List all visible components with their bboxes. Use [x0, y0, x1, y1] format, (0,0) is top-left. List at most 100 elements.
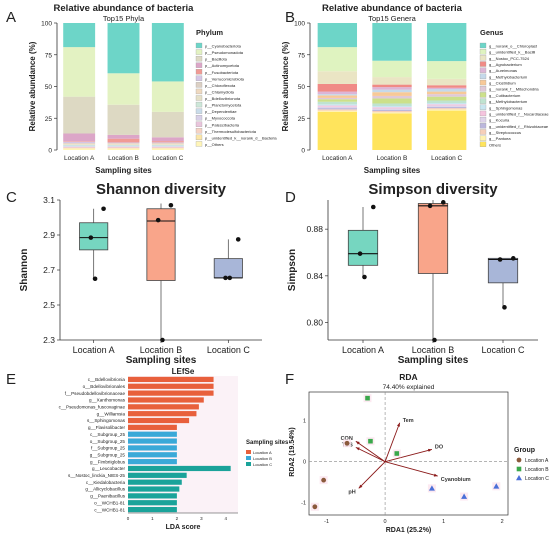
plot-frame	[308, 391, 509, 516]
y-tick-label: 50	[298, 84, 306, 91]
bar-segment	[317, 23, 358, 48]
bar-segment	[372, 84, 412, 88]
legend-marker	[516, 475, 522, 481]
lda-bar	[128, 465, 231, 472]
legend-label: Location A	[253, 450, 272, 455]
legend-label: Location B	[253, 456, 272, 461]
legend-label: p__Bdellovibrionota	[205, 96, 241, 101]
y-tick-label: 2.7	[43, 265, 55, 275]
legend-label: g__Kocuria	[489, 118, 510, 123]
bar-segment	[63, 148, 96, 149]
bar-segment	[107, 142, 140, 144]
lda-bar	[128, 390, 214, 396]
bar-segment	[107, 146, 140, 148]
x-tick-label: -1	[324, 519, 329, 525]
lda-bar	[128, 506, 177, 513]
x-tick-label: 1	[442, 519, 445, 525]
x-tick-label: Location A	[73, 345, 115, 355]
bar-label: c__WCHB1-81	[94, 507, 125, 512]
y-axis-label: Relative abundance (%)	[28, 41, 37, 131]
x-tick-label: Location B	[412, 345, 455, 355]
vector-head	[355, 447, 360, 451]
legend-label: Location B	[525, 467, 549, 473]
legend-label: g__Agrobacterium	[489, 62, 522, 67]
bar-segment	[107, 138, 140, 143]
legend-swatch	[195, 115, 203, 121]
legend-swatch	[195, 108, 203, 114]
bar-label: g__Paenibacillus	[90, 494, 125, 499]
bar-segment	[426, 110, 467, 150]
y-tick-label: 100	[41, 21, 52, 28]
chart-subtitle: Top15 Phyla	[103, 14, 145, 23]
legend-title: Phylum	[196, 28, 223, 37]
bar-label: g__Allicyclobacillus	[85, 487, 125, 492]
legend-swatch	[479, 42, 487, 49]
bar-segment	[151, 111, 184, 138]
legend-swatch	[195, 82, 203, 88]
bar-label: g__Fimbriiglobus	[90, 459, 126, 464]
legend-swatch	[479, 141, 487, 147]
bar-segment	[151, 146, 184, 147]
panel-letter-E: E	[6, 371, 16, 388]
legend-swatch	[479, 73, 487, 80]
legend-swatch	[195, 69, 203, 75]
x-tick-label: 0	[384, 519, 387, 525]
panel-letter-F: F	[285, 371, 294, 388]
legend-label: p__Dependentiae	[205, 109, 237, 114]
vector-head	[427, 448, 432, 452]
legend-swatch	[246, 462, 251, 466]
legend-swatch	[195, 141, 203, 147]
legend-swatch	[195, 101, 203, 108]
bar-segment	[372, 109, 412, 112]
box	[79, 222, 109, 251]
lda-bar	[128, 445, 177, 451]
data-point	[368, 438, 373, 444]
legend-swatch	[479, 110, 487, 117]
bar-segment	[317, 71, 358, 84]
y-axis-label: Simpson	[287, 249, 298, 291]
bar-segment	[426, 104, 467, 106]
bar-segment	[107, 144, 140, 146]
data-point	[321, 477, 327, 483]
x-axis-label: Sampling sites	[364, 166, 421, 175]
bar-segment	[151, 143, 184, 144]
lda-bar	[128, 479, 182, 485]
y-tick-label: 25	[45, 116, 53, 123]
legend-label: Location C	[525, 476, 549, 482]
legend-label: p__Actinomycetota	[205, 63, 240, 68]
bar-segment	[426, 89, 467, 92]
bar-segment	[63, 96, 96, 134]
bar-segment	[372, 87, 412, 90]
x-tick-label: Location B	[108, 155, 139, 162]
legend-swatch	[195, 49, 203, 55]
env-vector	[384, 422, 401, 462]
bar-label: c__Subgroup_25	[90, 432, 125, 437]
bar-segment	[151, 144, 184, 145]
legend-label: g__Methylobacterium	[489, 74, 528, 79]
bar-segment	[151, 146, 184, 148]
y-tick-label: 0	[301, 148, 305, 155]
bar-segment	[372, 103, 412, 106]
bar-segment	[107, 23, 140, 74]
bar-segment	[317, 97, 358, 100]
data-point	[223, 275, 228, 281]
x-tick-label: Location A	[64, 155, 95, 162]
vector-head	[358, 484, 363, 489]
legend-label: p__Chloroflexota	[205, 83, 236, 88]
bar-segment	[107, 143, 140, 144]
data-point	[365, 395, 370, 401]
data-point	[510, 256, 516, 261]
data-point	[92, 276, 98, 282]
bar-segment	[63, 47, 96, 97]
bar-segment	[63, 145, 96, 147]
bar-segment	[63, 141, 96, 142]
legend-label: p__Planctomycetota	[205, 103, 242, 108]
legend-swatch	[195, 95, 203, 101]
y-axis-label: Shannon	[19, 249, 30, 292]
bar-segment	[426, 78, 467, 86]
bar-segment	[317, 94, 358, 96]
legend-swatch	[195, 121, 203, 127]
bar-segment	[426, 106, 467, 109]
box	[487, 257, 519, 284]
data-point	[427, 203, 433, 209]
